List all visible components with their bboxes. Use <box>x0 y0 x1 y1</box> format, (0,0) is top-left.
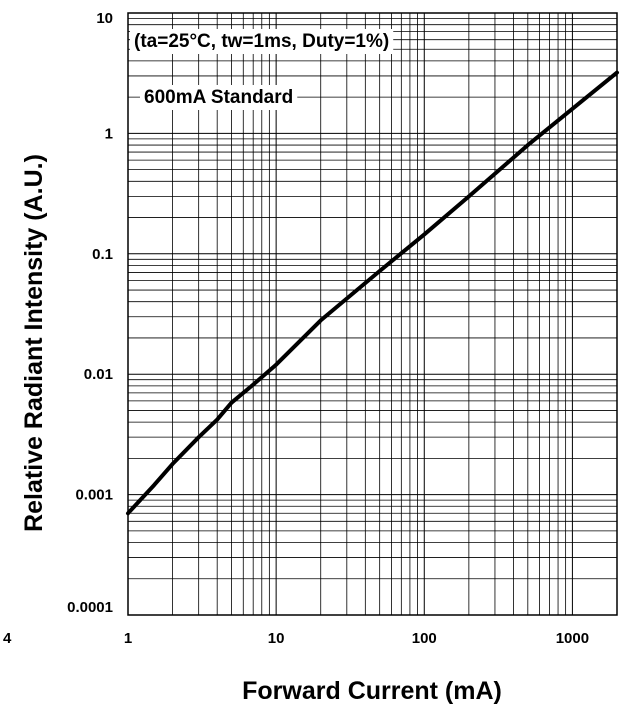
y-tick-label: 0.0001 <box>67 599 113 616</box>
x-tick-labels: 1 10 100 1000 <box>124 630 589 647</box>
annotation-standard-text: 600mA Standard <box>144 87 293 108</box>
stray-tick-label: 4 <box>3 630 12 647</box>
annotation-conditions: (ta=25°C, tw=1ms, Duty=1%) <box>130 29 394 54</box>
x-tick-label: 1000 <box>556 630 589 647</box>
x-axis-title: Forward Current (mA) <box>242 677 502 705</box>
y-tick-label: 0.1 <box>92 246 113 263</box>
y-tick-label: 10 <box>96 10 113 27</box>
x-tick-label: 100 <box>412 630 437 647</box>
y-tick-label: 1 <box>105 125 113 142</box>
y-axis-title: Relative Radiant Intensity (A.U.) <box>20 154 48 532</box>
x-tick-label: 10 <box>268 630 285 647</box>
plot-frame <box>127 12 618 616</box>
y-tick-labels: 0.0001 0.001 0.01 0.1 1 10 <box>67 10 113 616</box>
x-tick-label: 1 <box>124 630 132 647</box>
y-tick-label: 0.01 <box>84 366 113 383</box>
series-line-relative-intensity <box>126 70 619 516</box>
annotation-standard: 600mA Standard <box>140 85 298 110</box>
y-tick-label: 0.001 <box>75 487 113 504</box>
annotation-conditions-text: (ta=25°C, tw=1ms, Duty=1%) <box>134 31 389 52</box>
